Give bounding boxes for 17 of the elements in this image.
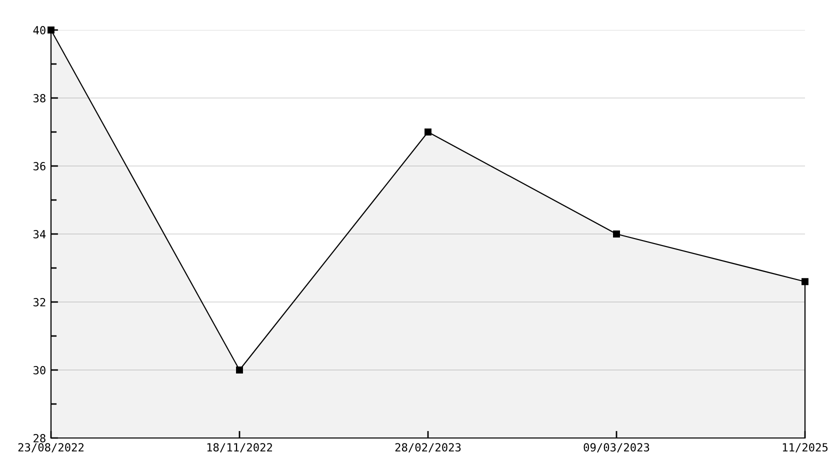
x-tick-label: 23/08/2022 bbox=[18, 443, 84, 452]
x-tick-label: 09/03/2023 bbox=[584, 443, 650, 452]
x-tick-label: 11/2025 bbox=[782, 443, 828, 452]
point bbox=[236, 366, 243, 374]
x-tick-label: 28/02/2023 bbox=[395, 443, 461, 452]
point bbox=[802, 278, 808, 286]
y-tick-label: 30 bbox=[34, 366, 46, 374]
y-tick-label: 38 bbox=[34, 94, 46, 102]
point bbox=[613, 230, 620, 238]
y-tick-label: 36 bbox=[34, 162, 46, 170]
point bbox=[48, 26, 54, 34]
x-tick-label: 18/11/2022 bbox=[207, 443, 272, 452]
y-tick-label: 32 bbox=[34, 298, 46, 306]
point bbox=[424, 128, 432, 136]
y-tick-label: 34 bbox=[34, 230, 46, 238]
y-tick-label: 28 bbox=[34, 434, 46, 442]
y-tick-label: 40 bbox=[33, 26, 46, 34]
